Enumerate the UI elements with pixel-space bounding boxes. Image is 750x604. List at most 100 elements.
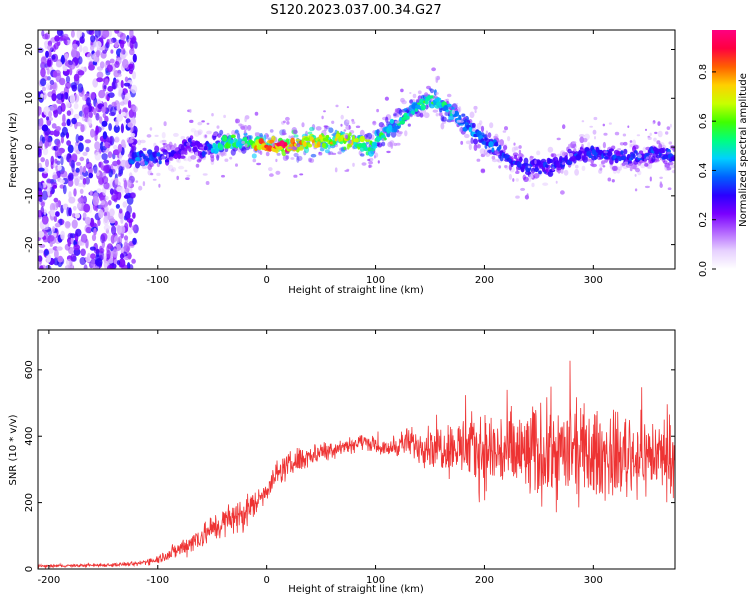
spectrogram-cell <box>88 172 94 179</box>
snr-frame <box>37 329 676 570</box>
spectrogram-cell <box>404 130 408 137</box>
spectrogram-cell <box>64 265 72 269</box>
spectrogram-cell <box>216 125 220 129</box>
spectrogram-cell <box>129 192 136 199</box>
spectrogram-cell <box>511 146 516 153</box>
spectrogram-cell <box>122 201 128 208</box>
spectrogram-cell <box>446 93 452 98</box>
spectrogram-cell <box>291 146 296 150</box>
spectrogram-cell <box>82 212 87 219</box>
spectrogram-cell <box>323 125 328 128</box>
colorbar-scale <box>712 30 736 269</box>
spectrogram-cell <box>40 67 46 78</box>
spectrogram-cell <box>368 160 373 165</box>
spectrogram-cell <box>211 113 214 117</box>
spectrogram-cell <box>672 146 675 152</box>
spectrogram-cell <box>487 149 492 153</box>
spectrogram-cell <box>73 102 79 110</box>
spectrogram-cell <box>616 168 621 174</box>
spectrogram-ytick-label: 20 <box>24 43 35 56</box>
spectrogram-cell <box>38 106 42 116</box>
spectrogram-cell <box>123 82 131 87</box>
spectrogram-cell <box>533 173 540 179</box>
spectrogram-cell <box>547 146 554 153</box>
spectrogram-cell <box>42 147 49 156</box>
spectrogram-cell <box>657 121 661 126</box>
spectrogram-cell <box>629 167 633 172</box>
spectrogram-cell <box>60 230 65 240</box>
spectrogram-cell <box>131 258 136 264</box>
spectrogram-cell <box>432 109 439 113</box>
spectrogram-cell <box>122 111 126 117</box>
spectrogram-cell <box>210 154 215 159</box>
spectrogram-cell <box>526 193 529 198</box>
spectrogram-cell <box>254 111 259 116</box>
spectrogram-cell <box>238 123 243 127</box>
spectrogram-cell <box>251 153 257 159</box>
spectrogram-cell <box>348 140 352 144</box>
spectrogram-cell <box>111 101 117 108</box>
spectrogram-cell <box>120 217 124 224</box>
spectrogram-cell <box>346 106 349 109</box>
spectrogram-cell <box>50 155 55 166</box>
spectrogram-cell <box>217 134 221 139</box>
spectrogram-cell <box>277 140 280 143</box>
spectrogram-cell <box>516 166 519 172</box>
spectrogram-cell <box>71 219 78 229</box>
spectrogram-cell <box>281 132 287 136</box>
spectrogram-cell <box>146 134 152 138</box>
spectrogram-cell <box>538 170 542 175</box>
spectrogram-cell <box>587 142 591 148</box>
spectrogram-cell <box>110 234 116 244</box>
spectrogram-cell <box>67 144 74 154</box>
spectrogram-cell <box>230 134 236 139</box>
spectrogram-cell <box>389 118 395 124</box>
spectrogram-cell <box>221 174 225 178</box>
snr-xtick-label: 300 <box>584 575 603 586</box>
spectrogram-cell <box>606 150 613 157</box>
spectrogram-cell <box>152 151 158 158</box>
spectrogram-cell <box>55 202 59 208</box>
colorbar-tick-label: 0.0 <box>698 261 709 277</box>
spectrogram-cell <box>101 200 106 206</box>
spectrogram-cell <box>95 50 100 58</box>
spectrogram-cell <box>206 130 212 135</box>
spectrogram-cell <box>267 145 273 152</box>
spectrogram-cell <box>87 252 91 261</box>
spectrogram-cell <box>439 112 443 116</box>
colorbar-tick-label: 0.8 <box>698 64 709 80</box>
spectrogram-cell <box>393 142 397 147</box>
spectrogram-cell <box>288 135 291 139</box>
spectrogram-cell <box>359 135 366 143</box>
spectrogram-cell <box>40 201 45 208</box>
spectrogram-cell <box>331 120 335 125</box>
spectrogram-cell <box>515 178 519 182</box>
spectrogram-cell <box>196 159 202 163</box>
spectrogram-cell <box>193 130 200 137</box>
spectrogram-cell <box>77 202 82 210</box>
spectrogram-cell <box>132 71 137 80</box>
spectrogram-cell <box>91 257 95 267</box>
spectrogram-cell <box>343 129 347 132</box>
spectrogram-cell <box>62 33 69 39</box>
spectrogram-cell <box>516 161 522 168</box>
spectrogram-cell <box>400 88 404 93</box>
spectrogram-cell <box>130 160 135 165</box>
spectrogram-cell <box>351 121 356 125</box>
spectrogram-cell <box>51 93 57 102</box>
spectrogram-cell <box>535 159 542 166</box>
spectrogram-cell <box>95 125 99 135</box>
spectrogram-cell <box>607 177 612 182</box>
spectrogram-ytick-label: -10 <box>24 188 35 204</box>
spectrogram-cell <box>186 145 190 149</box>
spectrogram-cell <box>80 248 86 257</box>
spectrogram-cell <box>88 64 95 71</box>
spectrogram-cell <box>309 126 315 132</box>
spectrogram-cell <box>107 264 113 269</box>
spectrogram-cell <box>79 175 85 180</box>
spectrogram-cell <box>420 103 426 111</box>
snr-ticks: -200 -100 0 100 200 300 0 200 400 600 <box>24 330 675 586</box>
spectrogram-cell <box>155 159 159 163</box>
spectrogram-cell <box>551 166 555 171</box>
spectrogram-cell <box>116 159 121 165</box>
